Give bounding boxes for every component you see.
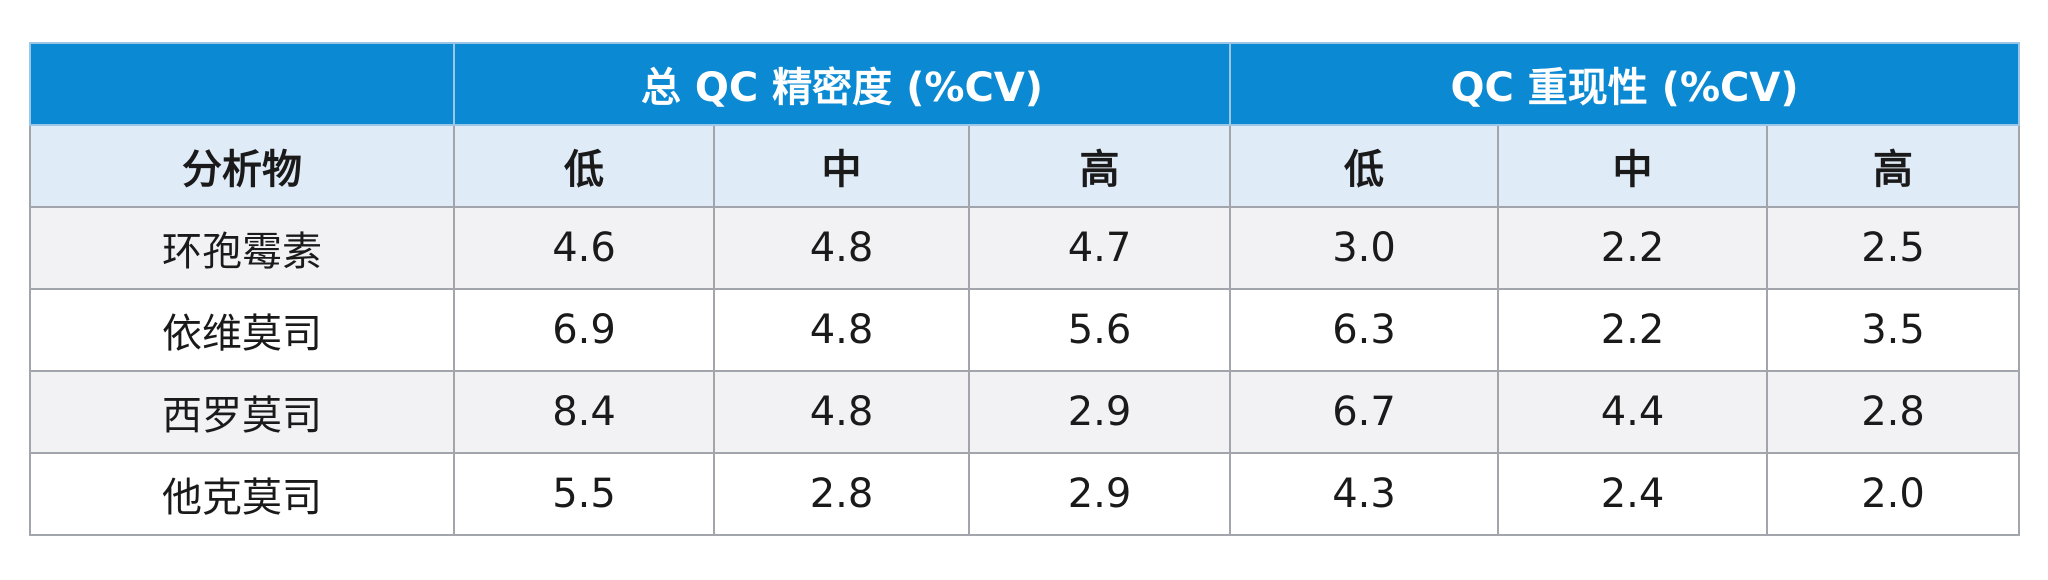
- value-cell: 2.2: [1497, 288, 1769, 372]
- table-body: 环孢霉素 4.6 4.8 4.7 3.0 2.2 2.5 依维莫司 6.9 4.8 5.6 6.3 2.…: [29, 206, 2021, 536]
- group-header-row: 总 QC 精密度 (%CV) QC 重现性 (%CV): [29, 42, 2021, 126]
- value-cell: 6.7: [1229, 370, 1500, 454]
- value-cell: 4.8: [713, 370, 970, 454]
- table-container: 总 QC 精密度 (%CV) QC 重现性 (%CV) 分析物低中高低中高 环孢…: [29, 42, 2021, 536]
- value-cell: 2.8: [1766, 370, 2021, 454]
- column-header-row: 分析物低中高低中高: [29, 124, 2021, 208]
- value-cell: 6.9: [453, 288, 715, 372]
- analyte-cell: 他克莫司: [29, 452, 455, 536]
- value-cell: 2.8: [713, 452, 970, 536]
- value-cell: 2.5: [1766, 206, 2021, 290]
- value-cell: 2.4: [1497, 452, 1769, 536]
- value-cell: 4.4: [1497, 370, 1769, 454]
- value-cell: 2.9: [967, 452, 1232, 536]
- value-cell: 8.4: [453, 370, 715, 454]
- column-header: 中: [1497, 124, 1769, 208]
- value-cell: 3.5: [1766, 288, 2021, 372]
- analyte-cell: 依维莫司: [29, 288, 455, 372]
- value-cell: 4.7: [967, 206, 1232, 290]
- value-cell: 4.3: [1229, 452, 1500, 536]
- column-header: 高: [1766, 124, 2021, 208]
- value-cell: 4.6: [453, 206, 715, 290]
- value-cell: 5.5: [453, 452, 715, 536]
- value-cell: 4.8: [713, 206, 970, 290]
- column-header: 分析物: [29, 124, 455, 208]
- value-cell: 2.9: [967, 370, 1232, 454]
- table-row: 他克莫司 5.5 2.8 2.9 4.3 2.4 2.0: [29, 452, 2021, 536]
- value-cell: 2.2: [1497, 206, 1769, 290]
- column-header: 低: [1229, 124, 1500, 208]
- value-cell: 4.8: [713, 288, 970, 372]
- value-cell: 6.3: [1229, 288, 1500, 372]
- table-row: 依维莫司 6.9 4.8 5.6 6.3 2.2 3.5: [29, 288, 2021, 372]
- group-header: QC 重现性 (%CV): [1229, 42, 2021, 126]
- value-cell: 3.0: [1229, 206, 1500, 290]
- column-header: 低: [453, 124, 715, 208]
- table-row: 环孢霉素 4.6 4.8 4.7 3.0 2.2 2.5: [29, 206, 2021, 290]
- value-cell: 2.0: [1766, 452, 2021, 536]
- header-empty: [29, 42, 455, 126]
- table-row: 西罗莫司 8.4 4.8 2.9 6.7 4.4 2.8: [29, 370, 2021, 454]
- column-header: 中: [713, 124, 970, 208]
- analyte-cell: 西罗莫司: [29, 370, 455, 454]
- data-table: 总 QC 精密度 (%CV) QC 重现性 (%CV) 分析物低中高低中高 环孢…: [29, 42, 2021, 536]
- analyte-cell: 环孢霉素: [29, 206, 455, 290]
- group-header: 总 QC 精密度 (%CV): [452, 42, 1232, 126]
- value-cell: 5.6: [967, 288, 1232, 372]
- column-header: 高: [967, 124, 1232, 208]
